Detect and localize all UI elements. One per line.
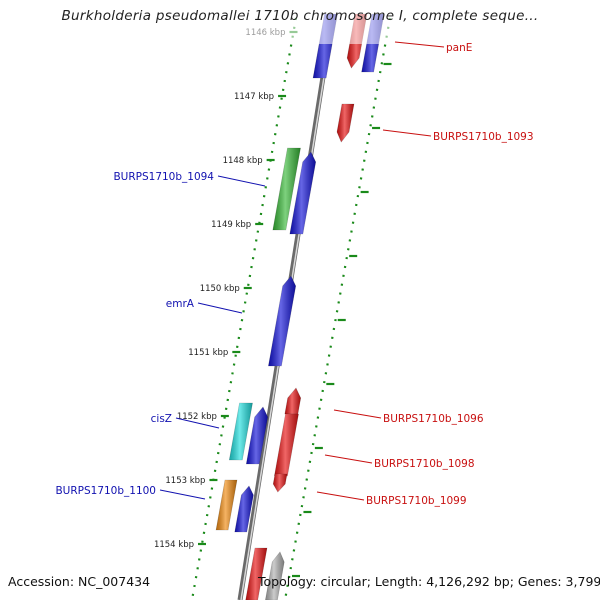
- gene-feature-burps1710b-1100-shading: [216, 480, 237, 530]
- gene-feature-burps1710b-1094-shading: [272, 148, 301, 230]
- feature-label-left[interactable]: cisZ: [151, 413, 172, 425]
- feature-label-right[interactable]: panE: [446, 42, 472, 54]
- gene-feature-cisz-shading: [229, 403, 253, 460]
- label-leader-left: [217, 175, 266, 187]
- gene-feature-burps1710b-1099-shading: [273, 474, 287, 492]
- gene-feature-reverse-1154-shading: [245, 548, 267, 600]
- label-leader-left: [197, 302, 243, 314]
- ruler-outer: [283, 17, 392, 601]
- label-leader-right: [333, 409, 382, 419]
- feature-label-left[interactable]: BURPS1710b_1094: [113, 171, 214, 183]
- feature-label-right[interactable]: BURPS1710b_1099: [366, 495, 467, 507]
- kbp-tick-label: 1153 kbp: [165, 476, 205, 486]
- kbp-tick-label: 1152 kbp: [177, 412, 217, 422]
- kbp-tick-label: 1149 kbp: [211, 220, 251, 230]
- feature-label-left[interactable]: BURPS1710b_1100: [55, 485, 156, 497]
- accession-text: Accession: NC_007434: [8, 574, 151, 589]
- kbp-tick-label: 1148 kbp: [223, 156, 263, 166]
- gene-feature-burps1710b-1093-shading: [336, 104, 354, 142]
- label-leader-left: [159, 489, 206, 500]
- topology-text: Topology: circular; Length: 4,126,292 bp…: [258, 574, 600, 589]
- gene-feature-burps1710b-1098-shading: [274, 414, 299, 476]
- kbp-tick-label: 1151 kbp: [188, 348, 228, 358]
- gene-feature-reverse-1096-shading: [284, 388, 301, 414]
- title-fade-overlay: [0, 0, 600, 44]
- feature-label-right[interactable]: BURPS1710b_1093: [433, 131, 534, 143]
- map-title: Burkholderia pseudomallei 1710b chromoso…: [61, 8, 539, 24]
- gene-feature-forward-1149-shading: [289, 152, 316, 234]
- label-leader-right: [382, 129, 432, 137]
- gene-feature-forward-1152-shading: [246, 407, 268, 464]
- label-leader-right: [394, 41, 445, 48]
- feature-label-right[interactable]: BURPS1710b_1098: [374, 458, 475, 470]
- feature-label-right[interactable]: BURPS1710b_1096: [383, 413, 484, 425]
- kbp-tick-label: 1147 kbp: [234, 92, 274, 102]
- label-leader-right: [316, 491, 365, 501]
- gene-feature-forward-1153-shading: [234, 486, 254, 532]
- kbp-tick-label: 1154 kbp: [154, 540, 194, 550]
- gene-feature-grey-1154-shading: [265, 552, 285, 600]
- feature-label-left[interactable]: emrA: [166, 298, 195, 310]
- label-leader-right: [324, 454, 373, 464]
- label-leader-left: [175, 417, 220, 429]
- gene-feature-emra-shading: [268, 276, 296, 366]
- kbp-tick-label: 1150 kbp: [200, 284, 240, 294]
